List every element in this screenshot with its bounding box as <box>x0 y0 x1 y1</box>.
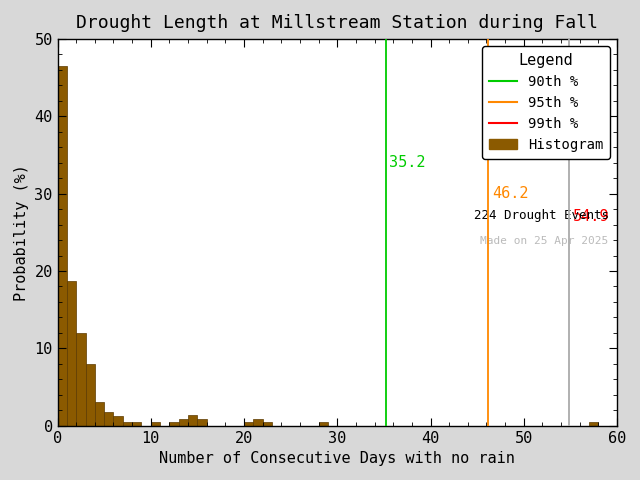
Bar <box>179 419 188 426</box>
Bar <box>86 364 95 426</box>
Text: 35.2: 35.2 <box>390 155 426 170</box>
Legend: 90th %, 95th %, 99th %, Histogram: 90th %, 95th %, 99th %, Histogram <box>482 46 610 158</box>
Bar <box>113 416 123 426</box>
Bar <box>244 422 253 426</box>
Bar <box>253 419 262 426</box>
Bar <box>58 66 67 426</box>
Bar <box>123 422 132 426</box>
Text: 224 Drought Events: 224 Drought Events <box>474 209 609 222</box>
Text: 46.2: 46.2 <box>492 186 529 201</box>
Text: 54.9: 54.9 <box>573 209 610 224</box>
Bar <box>197 419 207 426</box>
Bar <box>170 422 179 426</box>
Y-axis label: Probability (%): Probability (%) <box>14 164 29 301</box>
Bar <box>151 422 160 426</box>
Bar <box>104 412 113 426</box>
Title: Drought Length at Millstream Station during Fall: Drought Length at Millstream Station dur… <box>76 14 598 32</box>
Bar <box>188 415 197 426</box>
Text: Made on 25 Apr 2025: Made on 25 Apr 2025 <box>481 236 609 246</box>
Bar <box>76 333 86 426</box>
X-axis label: Number of Consecutive Days with no rain: Number of Consecutive Days with no rain <box>159 451 515 466</box>
Bar <box>262 422 272 426</box>
Bar <box>132 422 141 426</box>
Bar <box>67 281 76 426</box>
Bar <box>319 422 328 426</box>
Bar <box>95 402 104 426</box>
Bar <box>589 422 598 426</box>
